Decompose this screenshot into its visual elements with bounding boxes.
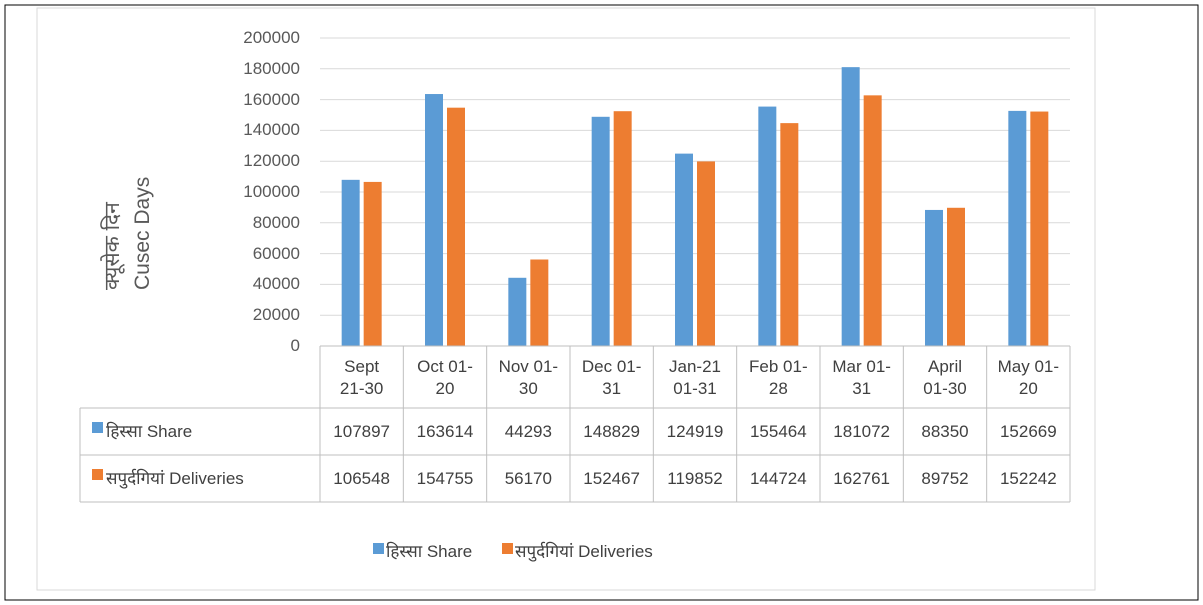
row-label: सपुर्दगियां Deliveries [106,469,244,488]
bar [508,277,527,346]
y-tick-label: 60000 [252,243,300,263]
table-value: 107897 [333,422,391,441]
y-tick-label: 160000 [243,89,300,109]
y-axis-title: Cusec Days [131,176,154,290]
table-value: 106548 [333,469,391,488]
bar [591,116,610,346]
x-tick-label: Oct 01-20 [417,357,473,398]
bar [1008,110,1027,346]
table-value: 162761 [833,469,891,488]
bar [363,181,382,346]
legend-key [502,543,513,554]
bar [613,111,632,346]
bar [341,179,360,346]
x-tick-label: Feb 01-28 [749,357,808,398]
row-label: हिस्सा Share [106,422,193,441]
y-tick-label: 180000 [243,58,300,78]
bar [841,67,860,347]
y-tick-label: 20000 [252,305,300,325]
y-tick-label: 80000 [252,212,300,232]
table-value: 88350 [921,422,969,441]
bar [947,207,965,346]
table-value: 144724 [749,469,807,488]
table-value: 152467 [583,469,641,488]
table-value: 181072 [833,422,891,441]
y-tick-label: 140000 [243,120,300,140]
bar [530,259,549,346]
table-value: 155464 [749,422,807,441]
table-value: 56170 [504,469,552,488]
y-tick-label: 0 [290,336,300,355]
table-value: 152242 [999,469,1057,488]
y-tick-label: 100000 [243,182,300,201]
table-value: 89752 [921,469,969,488]
table-value: 119852 [667,469,723,488]
table-value: 154755 [416,469,474,488]
x-tick-label: Mar 01-31 [832,357,891,398]
y-tick-label: 200000 [243,28,300,47]
legend-label: सपुर्दगियां Deliveries [515,542,653,561]
bar [697,161,715,346]
bar [780,123,799,347]
x-tick-label: April 01-30 [923,357,967,398]
bar [863,95,882,347]
bar [1030,111,1049,346]
bar [758,106,777,346]
y-axis-title: क्यूसेक दिन [101,202,124,290]
chart-border [36,7,1096,591]
legend-key [92,469,103,480]
bar [675,153,693,346]
table-value: 152669 [999,422,1057,441]
bar [425,94,443,346]
x-tick-label: Nov 01-30 [498,357,559,398]
table-value: 124919 [666,422,724,441]
bar [925,209,943,346]
x-tick-label: Dec 01-31 [581,357,642,398]
table-value: 44293 [504,422,552,441]
y-tick-label: 120000 [243,151,300,171]
y-tick-label: 40000 [252,274,300,294]
legend-key [373,543,384,554]
table-value: 148829 [583,422,641,441]
outer-border [4,4,1199,601]
x-tick-label: Sept 21-30 [339,357,384,398]
x-tick-label: Jan-21 01-31 [669,357,721,398]
legend-key [92,422,103,433]
x-tick-label: May 01-20 [997,357,1060,398]
legend-label: हिस्सा Share [386,542,473,561]
table-value: 163614 [416,422,474,441]
bar [447,107,465,346]
